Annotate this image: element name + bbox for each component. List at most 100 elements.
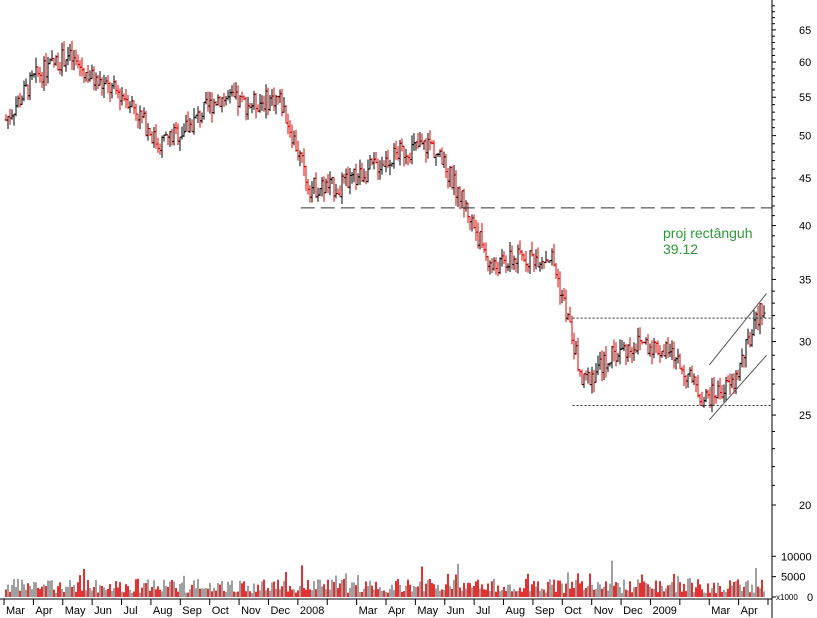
price-bar <box>254 92 258 119</box>
price-bar <box>264 84 268 119</box>
volume-bar <box>697 579 699 597</box>
volume-bar <box>161 591 163 597</box>
price-bar <box>616 352 620 362</box>
price-bar <box>672 341 676 369</box>
volume-bar <box>257 584 259 597</box>
volume-bar <box>619 587 621 597</box>
price-bar <box>480 222 484 249</box>
price-bar <box>574 340 578 355</box>
price-bar <box>554 263 558 279</box>
price-bar <box>332 176 336 202</box>
volume-bar <box>319 579 321 597</box>
projection-value: 39.12 <box>663 241 698 257</box>
price-bar <box>528 250 532 275</box>
volume-bar <box>499 591 501 597</box>
volume-bar <box>275 588 277 597</box>
price-bar <box>752 310 756 337</box>
price-bar <box>244 96 248 121</box>
volume-bar <box>589 573 591 597</box>
volume-bar <box>587 586 589 597</box>
price-bar <box>408 152 412 164</box>
volume-bar <box>311 590 313 597</box>
price-bar <box>550 248 554 266</box>
x-ticks: Mar Apr May Jun Jul Aug Sep Oct Nov Dec 2008 Mar Apr… <box>3 599 769 617</box>
volume-bar <box>189 589 191 597</box>
volume-bar <box>725 592 727 597</box>
volume-bar <box>571 581 573 597</box>
volume-bar <box>443 589 445 597</box>
volume-bar <box>191 584 193 597</box>
volume-bar <box>537 581 539 597</box>
volume-bar <box>83 568 85 597</box>
volume-bar <box>419 581 421 597</box>
volume-bar <box>131 592 133 597</box>
volume-bar <box>111 591 113 597</box>
price-bar <box>614 342 618 367</box>
volume-bar <box>135 579 137 597</box>
price-bar <box>524 251 528 272</box>
volume-bar <box>29 585 31 597</box>
price-bar <box>126 95 130 109</box>
volume-bar <box>245 591 247 597</box>
price-bar <box>710 378 714 413</box>
volume-bar <box>623 579 625 597</box>
volume-bar <box>455 574 457 597</box>
volume-bar <box>753 592 755 597</box>
volume-bar <box>759 588 761 597</box>
price-bar <box>646 334 650 355</box>
price-bar <box>690 365 694 383</box>
price-bar <box>458 186 462 210</box>
volume-bar <box>447 573 449 597</box>
price-bar <box>698 393 702 406</box>
volume-bar <box>331 579 333 597</box>
price-bar <box>128 101 132 114</box>
volume-bar <box>417 586 419 597</box>
volume-bar <box>193 580 195 597</box>
volume-bar <box>141 587 143 597</box>
volume-bar <box>599 584 601 597</box>
volume-bar <box>19 590 21 597</box>
volume-bar <box>583 590 585 597</box>
price-bar <box>740 348 744 368</box>
price-bar <box>334 183 338 199</box>
price-bar <box>118 88 122 111</box>
volume-bar <box>203 588 205 597</box>
price-bar <box>112 75 116 90</box>
volume-bar <box>357 575 359 597</box>
price-bar <box>362 168 366 183</box>
price-bar <box>586 367 590 384</box>
channel-upper-line <box>708 293 767 366</box>
volume-bar <box>99 585 101 597</box>
volume-bar <box>497 585 499 597</box>
volume-bar <box>465 588 467 597</box>
volume-bar <box>285 572 287 597</box>
volume-bar <box>635 586 637 597</box>
volume-bar <box>235 592 237 597</box>
volume-bar <box>665 588 667 597</box>
volume-bar <box>307 580 309 597</box>
volume-bar <box>187 592 189 597</box>
price-bar <box>350 172 354 184</box>
volume-tick-label: 5000 <box>781 572 805 584</box>
volume-bar <box>373 589 375 597</box>
price-bar <box>560 289 564 304</box>
volume-bar <box>643 581 645 597</box>
volume-bar <box>481 584 483 597</box>
price-bar <box>292 130 296 146</box>
price-bar <box>220 97 224 113</box>
volume-bar <box>585 587 587 597</box>
price-bar <box>136 113 140 129</box>
price-bar <box>346 166 350 189</box>
volume-bar <box>293 589 295 597</box>
volume-bar <box>395 581 397 597</box>
volume-bar <box>381 591 383 597</box>
price-bar <box>226 90 230 101</box>
volume-bar <box>735 581 737 597</box>
price-bar <box>432 140 436 159</box>
price-bar <box>426 132 430 159</box>
volume-bar <box>179 584 181 597</box>
volume-bar <box>657 592 659 597</box>
price-bar <box>130 95 134 108</box>
volume-bar <box>579 583 581 597</box>
volume-bar <box>41 586 43 597</box>
